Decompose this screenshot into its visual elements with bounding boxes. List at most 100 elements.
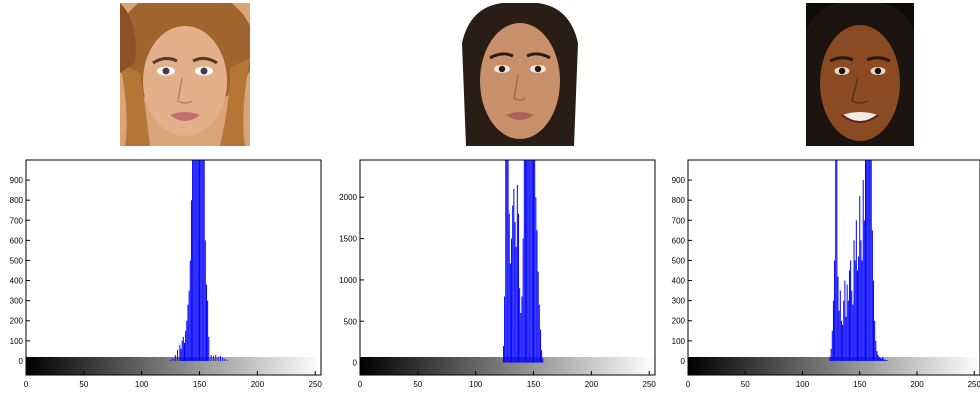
histogram-bar [527, 160, 529, 363]
histogram-bar [886, 360, 888, 361]
histogram-bar [858, 256, 860, 361]
histogram-bar [515, 246, 517, 363]
histogram-bar [836, 160, 838, 361]
y-tick-label: 1500 [339, 235, 357, 244]
y-tick-label: 0 [681, 357, 686, 366]
histogram-bar [537, 271, 539, 363]
histogram-bar [182, 336, 184, 361]
y-tick-label: 900 [10, 176, 24, 185]
histogram-bar [845, 316, 847, 361]
histogram-bar [201, 160, 203, 361]
x-tick-label: 100 [796, 380, 810, 389]
histogram-bar [534, 160, 536, 363]
histogram-bar [215, 354, 217, 361]
histogram-bar [869, 160, 871, 361]
y-tick-label: 800 [672, 196, 686, 205]
histogram-bar [504, 296, 506, 363]
histogram-bar [172, 358, 174, 361]
histogram-bar [859, 196, 861, 361]
y-tick-label: 200 [672, 317, 686, 326]
y-tick-label: 700 [10, 216, 24, 225]
histogram-bar [513, 188, 515, 363]
histogram-bar [505, 160, 507, 363]
histogram-bar [199, 160, 201, 361]
histogram-bar [187, 304, 189, 361]
histogram-bar [179, 344, 181, 361]
y-tick-label: 500 [344, 317, 358, 326]
histogram-bar [205, 284, 207, 361]
x-tick-label: 50 [413, 380, 422, 389]
y-tick-label: 300 [672, 297, 686, 306]
histogram-bar [866, 160, 868, 361]
histogram-bar [854, 260, 856, 361]
x-tick-label: 0 [24, 380, 29, 389]
histogram-bar [536, 230, 538, 363]
histogram-bar [864, 160, 866, 361]
histogram-bar [846, 284, 848, 361]
x-tick-label: 50 [741, 380, 750, 389]
histogram-bar [516, 184, 518, 363]
x-tick-label: 150 [853, 380, 867, 389]
histogram-bar [834, 260, 836, 361]
histogram-bar [850, 260, 852, 361]
y-tick-label: 600 [10, 236, 24, 245]
histogram-bar [190, 200, 192, 361]
histogram-bar [522, 238, 524, 363]
histogram-bar [186, 320, 188, 361]
histogram-bar [502, 346, 504, 363]
y-tick-label: 300 [10, 297, 24, 306]
grayscale-colorbar [688, 357, 980, 375]
histogram-bar [224, 358, 226, 361]
histogram-bar [194, 160, 196, 361]
histogram-bar [883, 358, 885, 361]
histogram-bar [203, 160, 205, 361]
histogram-1: 0 100 200 300 400 500 600 700 800 900 0 50 100 150 200… [0, 156, 326, 406]
histogram-3-svg: 0 100 200 300 400 500 600 700 800 900 0 50 100 150 200… [672, 159, 980, 389]
plot-frame [687, 159, 980, 376]
histogram-bar [185, 330, 187, 361]
y-tick-label: 400 [10, 277, 24, 286]
histogram-bar [873, 280, 875, 361]
histogram-bar [196, 160, 198, 361]
histogram-bar [217, 356, 219, 361]
y-tick-label: 700 [672, 216, 686, 225]
histogram-bar [219, 355, 221, 361]
histogram-bar [868, 160, 870, 361]
histogram-bar [170, 359, 172, 361]
histogram-bar [208, 336, 210, 361]
x-tick-label: 250 [968, 380, 980, 389]
histogram-bar [842, 324, 844, 361]
histogram-bar [876, 350, 878, 361]
histogram-bar [838, 310, 840, 361]
histogram-bar [535, 197, 537, 363]
histogram-bar [506, 160, 508, 363]
histogram-bar [542, 358, 544, 363]
histogram-bar [509, 263, 511, 363]
histogram-bar [839, 290, 841, 361]
histogram-bar [860, 240, 862, 361]
x-tick-label: 200 [585, 380, 599, 389]
histogram-bar [181, 340, 183, 361]
histogram-bar [877, 354, 879, 361]
histogram-bar [197, 160, 199, 361]
histogram-bar [193, 160, 195, 361]
histogram-bar [844, 280, 846, 361]
histogram-bar [507, 160, 509, 363]
plot-frame [25, 159, 322, 376]
histogram-bar [871, 230, 873, 361]
y-tick-label: 100 [10, 337, 24, 346]
histogram-bar [188, 290, 190, 361]
histogram-bar [852, 304, 854, 361]
histogram-bar [531, 160, 533, 363]
y-tick-label: 1000 [339, 276, 357, 285]
histogram-1-svg: 0 100 200 300 400 500 600 700 800 900 0 50 100 150 200… [10, 159, 323, 389]
histogram-bar [514, 222, 516, 363]
histogram-bar [851, 290, 853, 361]
histogram-bar [210, 354, 212, 361]
histogram-bar [831, 330, 833, 361]
y-tick-label: 500 [10, 256, 24, 265]
histogram-bar [856, 270, 858, 361]
y-tick-label: 500 [672, 256, 686, 265]
histogram-bar [520, 312, 522, 363]
x-tick-label: 250 [309, 380, 323, 389]
